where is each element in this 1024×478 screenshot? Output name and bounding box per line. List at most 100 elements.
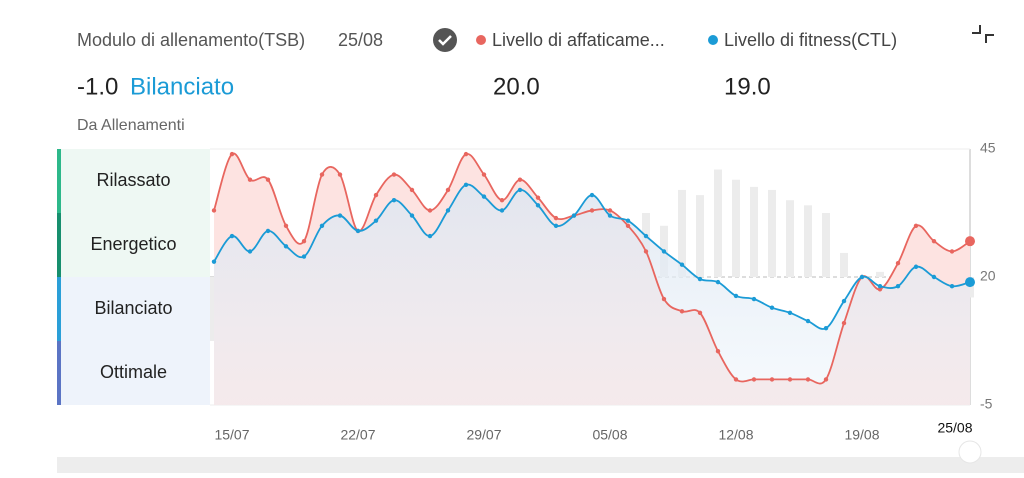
x-tick-label: 05/08 [592,427,627,443]
point [355,228,361,234]
point [823,377,829,382]
zone-bg [57,341,210,405]
zone-label: Energetico [90,234,176,254]
point [409,187,415,193]
point [589,192,595,198]
legend-label: Livello di affaticame... [492,30,665,50]
point [553,223,559,228]
point [859,274,865,280]
point [481,194,487,199]
bar [786,200,794,277]
point [301,254,307,259]
point [481,172,487,177]
point [229,233,235,239]
point [607,213,613,218]
zone-strip [57,277,61,341]
point [445,187,451,193]
point [823,326,829,331]
bar [768,189,776,277]
point [589,208,595,213]
point [265,177,271,182]
slider-knob[interactable] [958,440,982,464]
point [553,215,559,221]
point [427,208,433,213]
bar [876,271,884,277]
tsb-value: -1.0 [77,73,118,100]
point [931,238,937,244]
point [607,208,613,213]
x-tick-label: 22/07 [340,427,375,443]
point [373,192,379,198]
point [895,284,901,289]
point [733,377,739,382]
collapse-icon[interactable] [972,25,994,43]
zone-bg [57,213,210,277]
point [445,208,451,213]
zone-strip [57,213,61,277]
point [643,233,649,239]
point [517,187,523,193]
zone-strip [57,149,61,213]
point [373,218,379,223]
bar [822,213,830,277]
point [301,238,307,244]
point [965,277,975,288]
bar [840,252,848,277]
point [877,284,883,289]
point [841,298,847,304]
legend-label: Livello di fitness(CTL) [724,30,897,50]
zone-label: Rilassato [96,170,170,190]
point [499,208,505,213]
point [211,259,217,264]
slider-track[interactable] [57,457,1024,473]
point [283,223,289,228]
point [391,198,397,203]
point [337,213,343,218]
point [535,195,541,200]
point [697,310,703,316]
point [949,249,955,254]
bar [804,205,812,277]
x-tick-label: 15/07 [214,427,249,443]
x-tick-label: 25/08 [937,420,972,436]
point [463,182,469,188]
point [319,223,325,228]
point [499,198,505,203]
fitness-area [214,184,970,405]
point [787,310,793,316]
point [571,213,577,218]
point [949,284,955,289]
bar [696,195,704,277]
source: Da Allenamenti [77,117,185,134]
date: 25/08 [338,30,383,50]
point [643,249,649,254]
zone-label: Bilanciato [94,298,172,318]
point [391,172,397,177]
point [625,218,631,223]
point [679,309,685,314]
y-tick-label: 45 [980,140,996,156]
point [751,377,757,382]
point [895,260,901,266]
point [715,349,721,354]
zone-label: Ottimale [100,362,167,382]
point [319,172,325,177]
point [787,377,793,382]
bar [750,186,758,277]
point [679,262,685,267]
point [769,305,775,310]
legend-dot [708,35,718,45]
point [625,223,631,228]
point [337,172,343,177]
point [463,151,469,157]
point [409,213,415,218]
check-icon[interactable] [433,28,457,52]
point [841,320,847,326]
point [283,244,289,249]
point [913,264,919,269]
title: Modulo di allenamento(TSB) [77,30,305,50]
bar [678,189,686,277]
point [697,276,703,282]
legend-dot [476,35,486,45]
point [535,203,541,208]
